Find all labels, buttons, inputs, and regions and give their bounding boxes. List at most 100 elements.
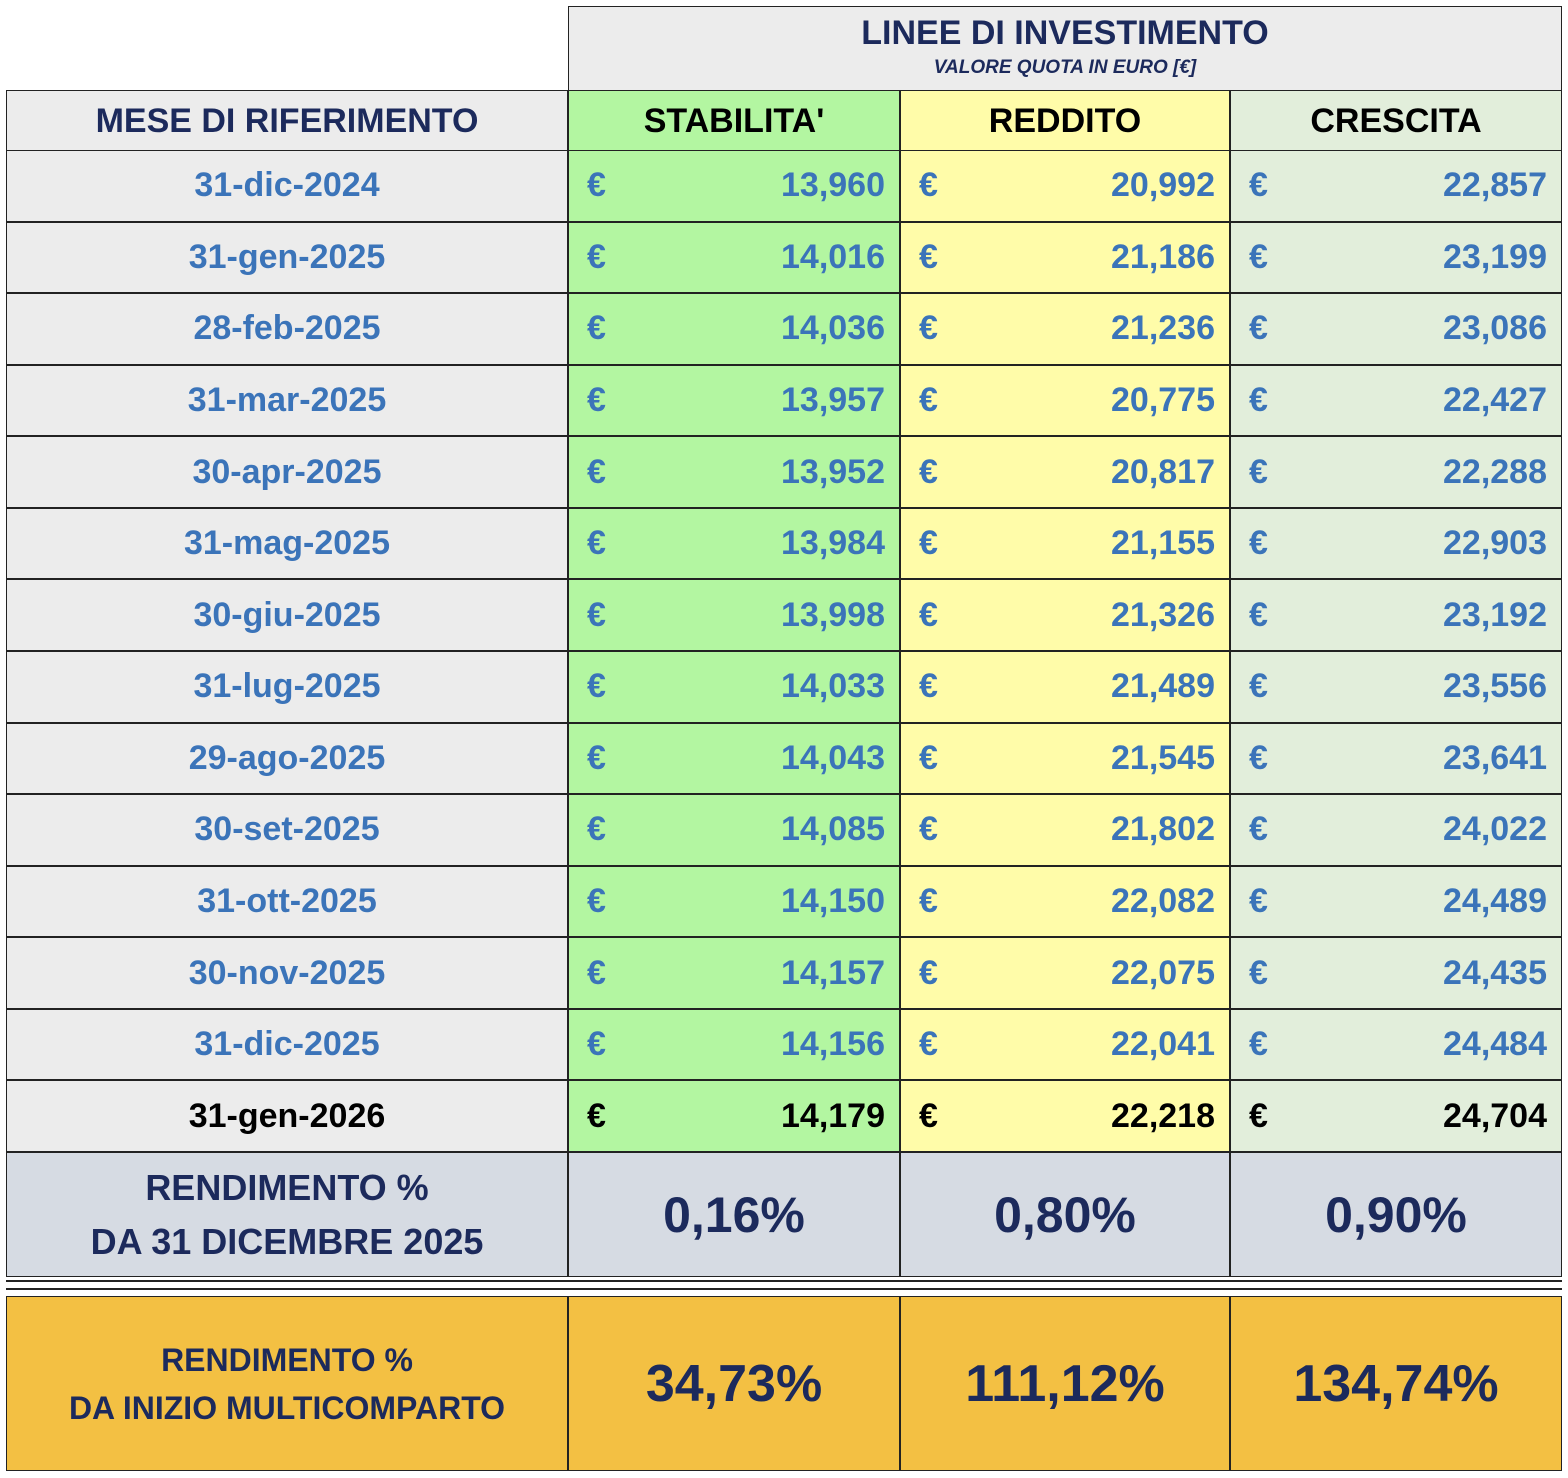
- date-cell: 31-lug-2025: [6, 651, 568, 723]
- column-header: REDDITO: [900, 90, 1230, 152]
- currency-symbol: €: [587, 237, 606, 276]
- value-cell: €14,157: [568, 937, 900, 1009]
- value-cell: €14,016: [568, 221, 900, 294]
- currency-symbol: €: [919, 1025, 938, 1064]
- value-cell: €23,556: [1230, 651, 1562, 723]
- value: 14,085: [781, 810, 885, 849]
- value-cell: €23,199: [1230, 221, 1562, 294]
- value: 23,199: [1443, 237, 1547, 276]
- value-cell: €20,817: [900, 436, 1230, 508]
- currency-symbol: €: [1249, 881, 1268, 920]
- value-cell: €22,288: [1230, 436, 1562, 508]
- value-cell: €13,960: [568, 150, 900, 222]
- currency-symbol: €: [919, 810, 938, 849]
- currency-symbol: €: [587, 1096, 606, 1135]
- value: 13,960: [781, 166, 885, 205]
- value: 13,952: [781, 452, 885, 491]
- date-cell: 31-gen-2026: [6, 1080, 568, 1152]
- currency-symbol: €: [919, 309, 938, 348]
- group-subtitle: VALORE QUOTA IN EURO [€]: [933, 56, 1197, 78]
- value: 22,903: [1443, 524, 1547, 563]
- currency-symbol: €: [919, 738, 938, 777]
- currency-symbol: €: [1249, 953, 1268, 992]
- value-cell: €13,998: [568, 579, 900, 651]
- group-title: LINEE DI INVESTIMENTO: [861, 13, 1269, 52]
- currency-symbol: €: [587, 953, 606, 992]
- value: 14,033: [781, 667, 885, 706]
- value-cell: €24,489: [1230, 865, 1562, 938]
- currency-symbol: €: [587, 810, 606, 849]
- date-cell: 31-dic-2024: [6, 150, 568, 222]
- double-line: [6, 1288, 1562, 1290]
- value: 21,155: [1111, 524, 1215, 563]
- value-cell: €21,545: [900, 722, 1230, 795]
- currency-symbol: €: [587, 309, 606, 348]
- date-cell: 29-ago-2025: [6, 722, 568, 795]
- value-cell: €13,952: [568, 436, 900, 508]
- value-cell: €13,957: [568, 364, 900, 437]
- currency-symbol: €: [919, 881, 938, 920]
- value: 23,556: [1443, 667, 1547, 706]
- currency-symbol: €: [587, 166, 606, 205]
- value-cell: €21,186: [900, 221, 1230, 294]
- value: 13,998: [781, 595, 885, 634]
- date-cell: 30-apr-2025: [6, 436, 568, 508]
- value-cell: €24,484: [1230, 1008, 1562, 1081]
- value-cell: €22,218: [900, 1080, 1230, 1152]
- currency-symbol: €: [587, 667, 606, 706]
- return-label-line: DA INIZIO MULTICOMPARTO: [68, 1389, 506, 1426]
- value-cell: €20,775: [900, 364, 1230, 437]
- value-cell: €24,022: [1230, 794, 1562, 866]
- value-cell: €14,156: [568, 1008, 900, 1081]
- currency-symbol: €: [919, 380, 938, 419]
- value: 14,016: [781, 237, 885, 276]
- value: 13,984: [781, 524, 885, 563]
- value-cell: €14,179: [568, 1080, 900, 1152]
- currency-symbol: €: [587, 738, 606, 777]
- value: 21,236: [1111, 309, 1215, 348]
- value: 14,150: [781, 881, 885, 920]
- currency-symbol: €: [1249, 166, 1268, 205]
- value: 24,022: [1443, 810, 1547, 849]
- value-cell: €21,802: [900, 794, 1230, 866]
- currency-symbol: €: [587, 524, 606, 563]
- value: 21,802: [1111, 810, 1215, 849]
- value: 21,186: [1111, 237, 1215, 276]
- value: 21,545: [1111, 738, 1215, 777]
- value: 20,817: [1111, 452, 1215, 491]
- currency-symbol: €: [919, 524, 938, 563]
- value: 14,036: [781, 309, 885, 348]
- value-cell: €14,085: [568, 794, 900, 866]
- value-cell: €13,984: [568, 507, 900, 580]
- value: 23,192: [1443, 595, 1547, 634]
- value-cell: €22,857: [1230, 150, 1562, 222]
- date-cell: 31-gen-2025: [6, 221, 568, 294]
- double-line: [6, 1280, 1562, 1282]
- date-cell: 31-dic-2025: [6, 1008, 568, 1081]
- value: 22,075: [1111, 953, 1215, 992]
- value: 24,704: [1443, 1096, 1547, 1135]
- currency-symbol: €: [1249, 810, 1268, 849]
- value: 24,484: [1443, 1025, 1547, 1064]
- return-label-line: RENDIMENTO %: [145, 1166, 429, 1208]
- currency-symbol: €: [919, 953, 938, 992]
- value-cell: €14,036: [568, 293, 900, 365]
- value: 22,288: [1443, 452, 1547, 491]
- currency-symbol: €: [1249, 309, 1268, 348]
- value-cell: €14,033: [568, 651, 900, 723]
- column-header: STABILITA': [568, 90, 900, 152]
- date-cell: 31-ott-2025: [6, 865, 568, 938]
- currency-symbol: €: [587, 1025, 606, 1064]
- date-cell: 31-mag-2025: [6, 507, 568, 580]
- return-value: 111,12%: [900, 1296, 1230, 1471]
- value: 22,041: [1111, 1025, 1215, 1064]
- currency-symbol: €: [1249, 1025, 1268, 1064]
- value: 20,775: [1111, 380, 1215, 419]
- currency-symbol: €: [1249, 237, 1268, 276]
- value: 14,157: [781, 953, 885, 992]
- value: 14,179: [781, 1096, 885, 1135]
- value: 22,857: [1443, 166, 1547, 205]
- currency-symbol: €: [1249, 1096, 1268, 1135]
- value-cell: €21,326: [900, 579, 1230, 651]
